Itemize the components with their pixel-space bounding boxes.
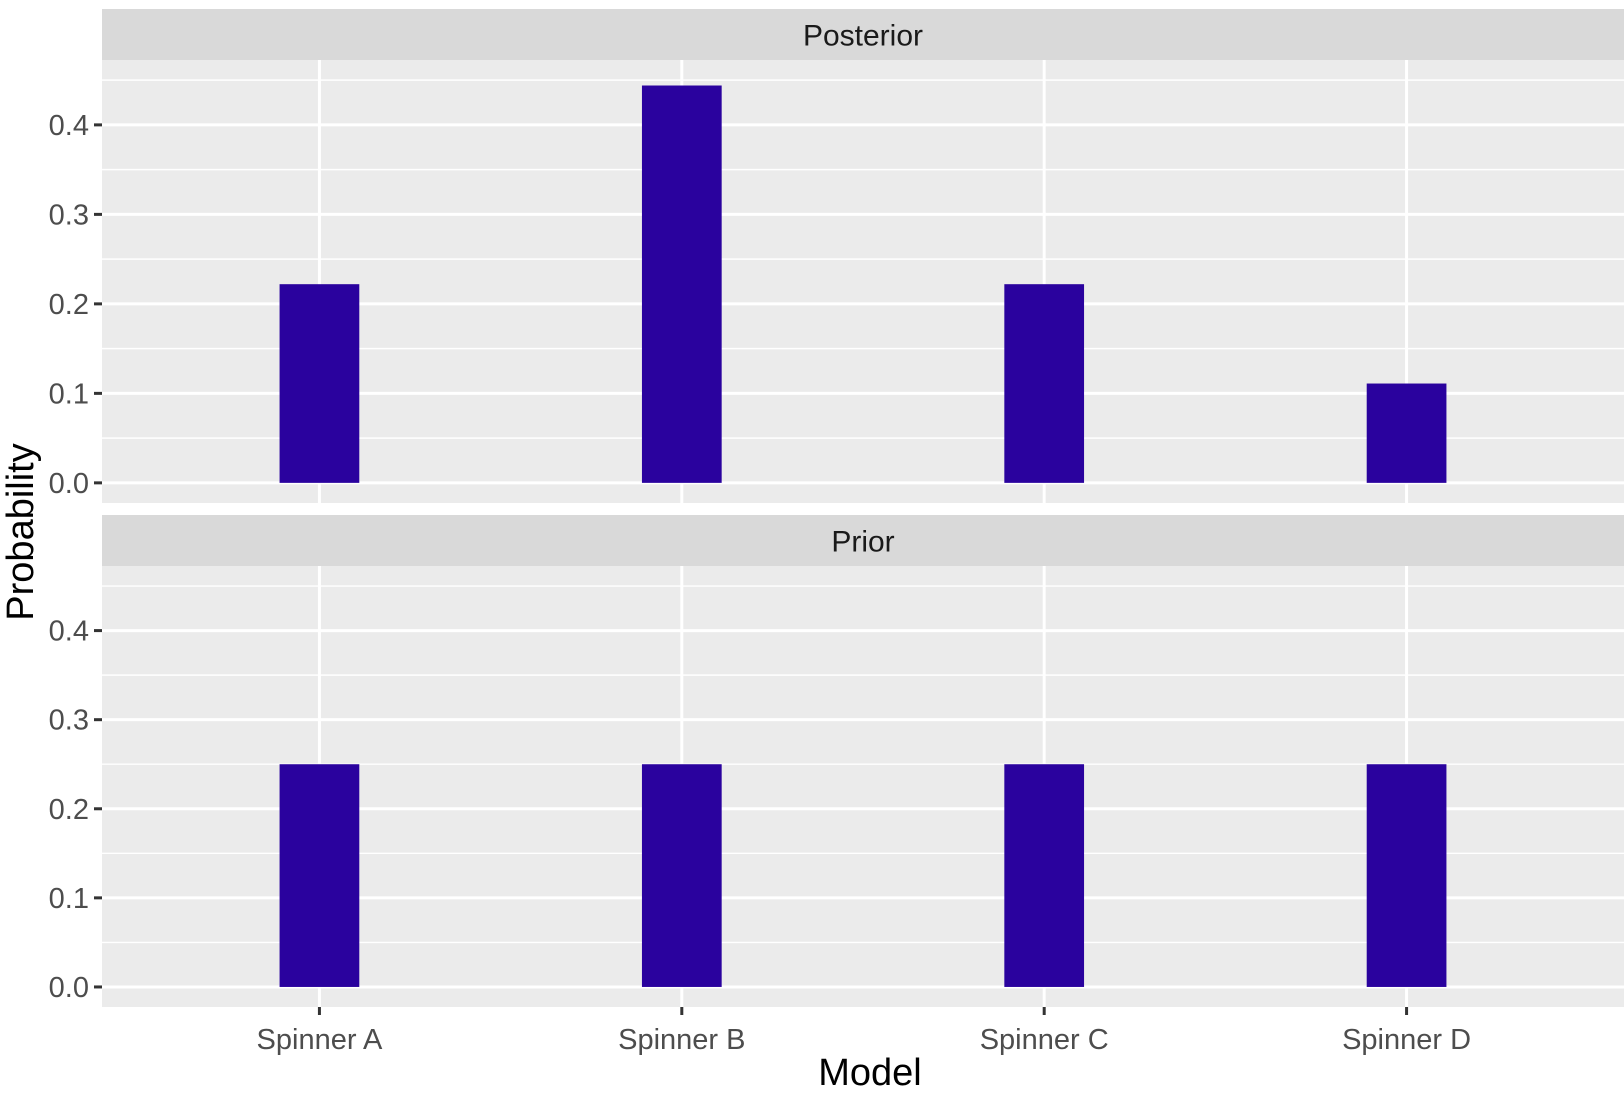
bar [1366,383,1447,483]
bar [1004,284,1085,483]
bar [641,85,722,483]
y-tick-label: 0.0 [49,468,89,500]
x-tick-label: Spinner D [1342,1024,1471,1056]
facet-panel: Prior 0.0 0.1 0.2 0.3 0.4 [49,515,1624,1007]
y-axis-title: Probability [0,443,42,620]
bar [1366,764,1447,987]
facet-strip [102,9,1624,60]
x-tick-label: Spinner A [257,1024,383,1056]
y-tick-label: 0.1 [49,378,89,410]
bar [641,764,722,987]
facet-strip-label: Prior [831,526,894,559]
y-tick-label: 0.2 [49,289,89,321]
facet-panels: Posterior 0.0 0.1 0.2 0.3 0.4 Prior 0.0 0.1 0.2 0.… [49,9,1624,1007]
x-tick-label: Spinner C [980,1024,1109,1056]
facet-panel: Posterior 0.0 0.1 0.2 0.3 0.4 [49,9,1624,503]
y-tick-label: 0.1 [49,883,89,915]
x-axis: Spinner A Spinner B Spinner C Spinner D [257,1007,1471,1056]
y-tick-label: 0.2 [49,794,89,826]
x-axis-title: Model [818,1052,922,1094]
y-tick-label: 0.4 [49,616,89,648]
bar [1004,764,1085,987]
y-tick-label: 0.0 [49,972,89,1004]
x-tick-label: Spinner B [618,1024,745,1056]
facet-strip [102,515,1624,566]
facet-strip-label: Posterior [803,20,923,53]
y-tick-label: 0.3 [49,199,89,231]
bar [279,284,360,483]
bar [279,764,360,987]
y-tick-label: 0.4 [49,110,89,142]
y-tick-label: 0.3 [49,705,89,737]
